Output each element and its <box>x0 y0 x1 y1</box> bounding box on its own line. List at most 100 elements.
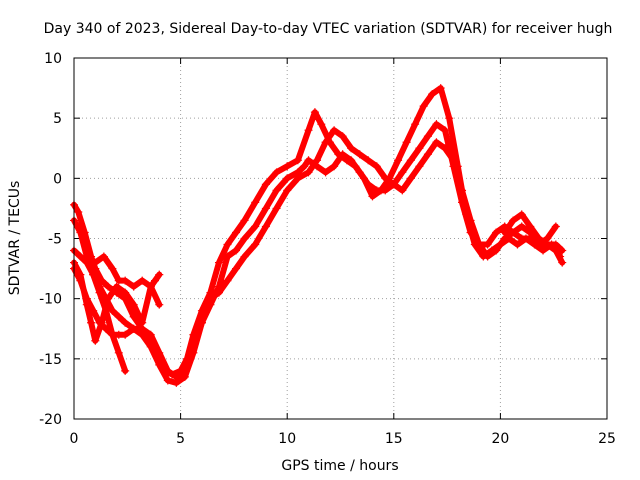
data-point <box>440 144 449 153</box>
data-point <box>293 174 302 183</box>
data-point <box>108 330 117 339</box>
data-point <box>526 222 535 231</box>
data-point <box>76 228 85 237</box>
data-point <box>415 162 424 171</box>
data-point <box>151 276 160 285</box>
y-axis-label: SDTVAR / TECUs <box>7 181 23 296</box>
data-point <box>91 336 100 345</box>
data-point <box>121 288 130 297</box>
data-point <box>338 150 347 159</box>
data-point <box>146 282 155 291</box>
data-point <box>223 276 232 285</box>
data-point <box>272 204 281 213</box>
data-point <box>381 174 390 183</box>
data-point <box>121 276 130 285</box>
data-point <box>543 240 552 249</box>
x-tick-label: 0 <box>70 431 79 447</box>
data-series <box>70 84 567 387</box>
data-point <box>197 318 206 327</box>
data-point <box>310 108 319 117</box>
series-series-5 <box>70 258 164 345</box>
data-point <box>91 258 100 267</box>
data-point <box>347 156 356 165</box>
data-point <box>232 264 241 273</box>
data-point <box>411 120 420 129</box>
data-point <box>300 162 309 171</box>
data-point <box>423 150 432 159</box>
data-point <box>483 252 492 261</box>
data-point <box>458 186 467 195</box>
data-point <box>129 282 138 291</box>
data-point <box>492 246 501 255</box>
data-point <box>121 366 130 375</box>
data-point <box>389 180 398 189</box>
data-point <box>381 186 390 195</box>
data-point <box>355 168 364 177</box>
data-point <box>172 372 181 381</box>
data-point <box>440 126 449 135</box>
data-point <box>364 156 373 165</box>
y-tick-label: -20 <box>39 412 62 428</box>
data-point <box>406 174 415 183</box>
series-line <box>71 127 559 380</box>
data-point <box>423 132 432 141</box>
data-point <box>189 342 198 351</box>
data-point <box>406 156 415 165</box>
data-point <box>394 156 403 165</box>
data-point <box>261 222 270 231</box>
data-point <box>368 192 377 201</box>
data-point <box>206 294 215 303</box>
data-point <box>355 150 364 159</box>
data-point <box>214 258 223 267</box>
data-point <box>251 222 260 231</box>
data-point <box>432 138 441 147</box>
x-tick-label: 5 <box>176 431 185 447</box>
data-point <box>436 84 445 93</box>
data-point <box>155 270 164 279</box>
x-tick-label: 25 <box>598 431 616 447</box>
data-point <box>517 222 526 231</box>
data-point <box>223 240 232 249</box>
data-point <box>283 162 292 171</box>
y-tick-label: -5 <box>48 232 62 248</box>
x-tick-label: 20 <box>491 431 509 447</box>
data-point <box>509 228 518 237</box>
data-point <box>330 162 339 171</box>
data-point <box>240 252 249 261</box>
x-tick-label: 15 <box>385 431 403 447</box>
x-axis-label: GPS time / hours <box>281 458 398 474</box>
data-point <box>509 216 518 225</box>
data-point <box>97 318 106 327</box>
chart-title: Day 340 of 2023, Sidereal Day-to-day VTE… <box>44 21 613 37</box>
data-point <box>304 168 313 177</box>
data-point <box>95 288 104 297</box>
data-point <box>240 216 249 225</box>
data-point <box>483 240 492 249</box>
data-point <box>129 300 138 309</box>
data-point <box>163 366 172 375</box>
data-point <box>398 186 407 195</box>
data-point <box>138 318 147 327</box>
y-tick-label: 10 <box>44 51 62 67</box>
data-point <box>82 300 91 309</box>
data-point <box>466 216 475 225</box>
data-point <box>114 348 123 357</box>
data-point <box>155 348 164 357</box>
x-tick-label: 10 <box>278 431 296 447</box>
data-point <box>121 330 130 339</box>
data-point <box>372 186 381 195</box>
data-point <box>449 156 458 165</box>
y-tick-label: 0 <box>53 171 62 187</box>
data-point <box>251 198 260 207</box>
data-point <box>534 234 543 243</box>
data-point <box>232 246 241 255</box>
data-point <box>321 138 330 147</box>
data-point <box>251 240 260 249</box>
data-point <box>428 90 437 99</box>
data-point <box>347 144 356 153</box>
data-point <box>82 252 91 261</box>
data-point <box>99 252 108 261</box>
data-point <box>272 168 281 177</box>
series-series-6 <box>91 252 164 309</box>
